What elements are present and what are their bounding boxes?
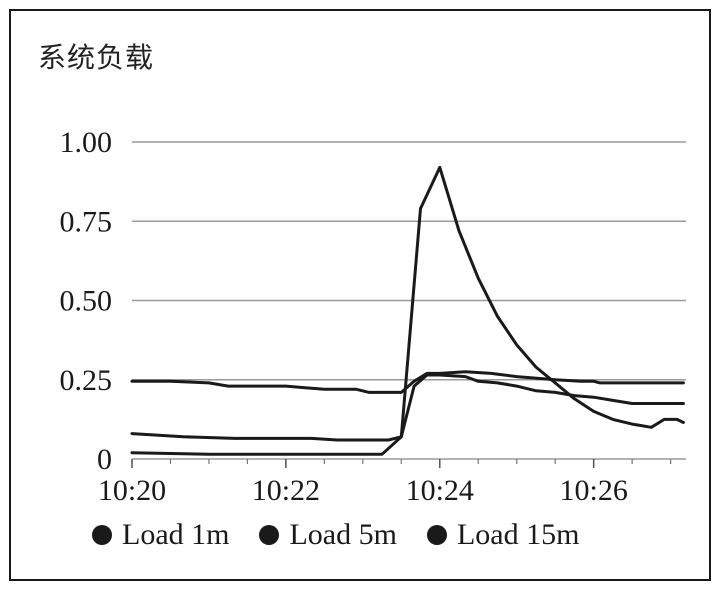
legend-item[interactable]: Load 5m [259,518,397,552]
x-tick-label: 10:20 [98,474,166,507]
series-line [130,165,685,456]
y-tick-label: 0.75 [60,205,113,238]
legend-label: Load 5m [289,518,397,551]
y-tick-label: 0.25 [60,364,113,397]
legend-marker-icon [92,525,112,545]
y-tick-label: 0.50 [60,285,113,318]
x-tick-label: 10:26 [559,474,627,507]
series-line [130,373,685,442]
legend-label: Load 15m [456,518,580,551]
legend-marker-icon [426,525,447,545]
series-lines [130,165,685,456]
y-tick-label: 1.00 [60,126,113,159]
legend-item[interactable]: Load 1m [92,518,229,552]
series-line [130,370,685,394]
x-tick-label: 10:24 [406,474,474,507]
gridlines [132,141,686,381]
legend-marker-icon [259,525,280,545]
chart-panel [9,9,711,581]
panel-title: 系统负载 [38,41,155,74]
y-axis-ticks: 0 0.25 0.50 0.75 1.00 [60,126,113,476]
x-tick-label: 10:22 [252,474,320,507]
legend-label: Load 1m [122,518,230,551]
legend-item[interactable]: Load 15m [426,518,580,552]
legend: Load 1m Load 5m Load 15m [92,518,609,552]
x-axis: 10:20 10:22 10:24 10:26 [98,458,686,507]
y-tick-label: 0 [97,443,112,476]
